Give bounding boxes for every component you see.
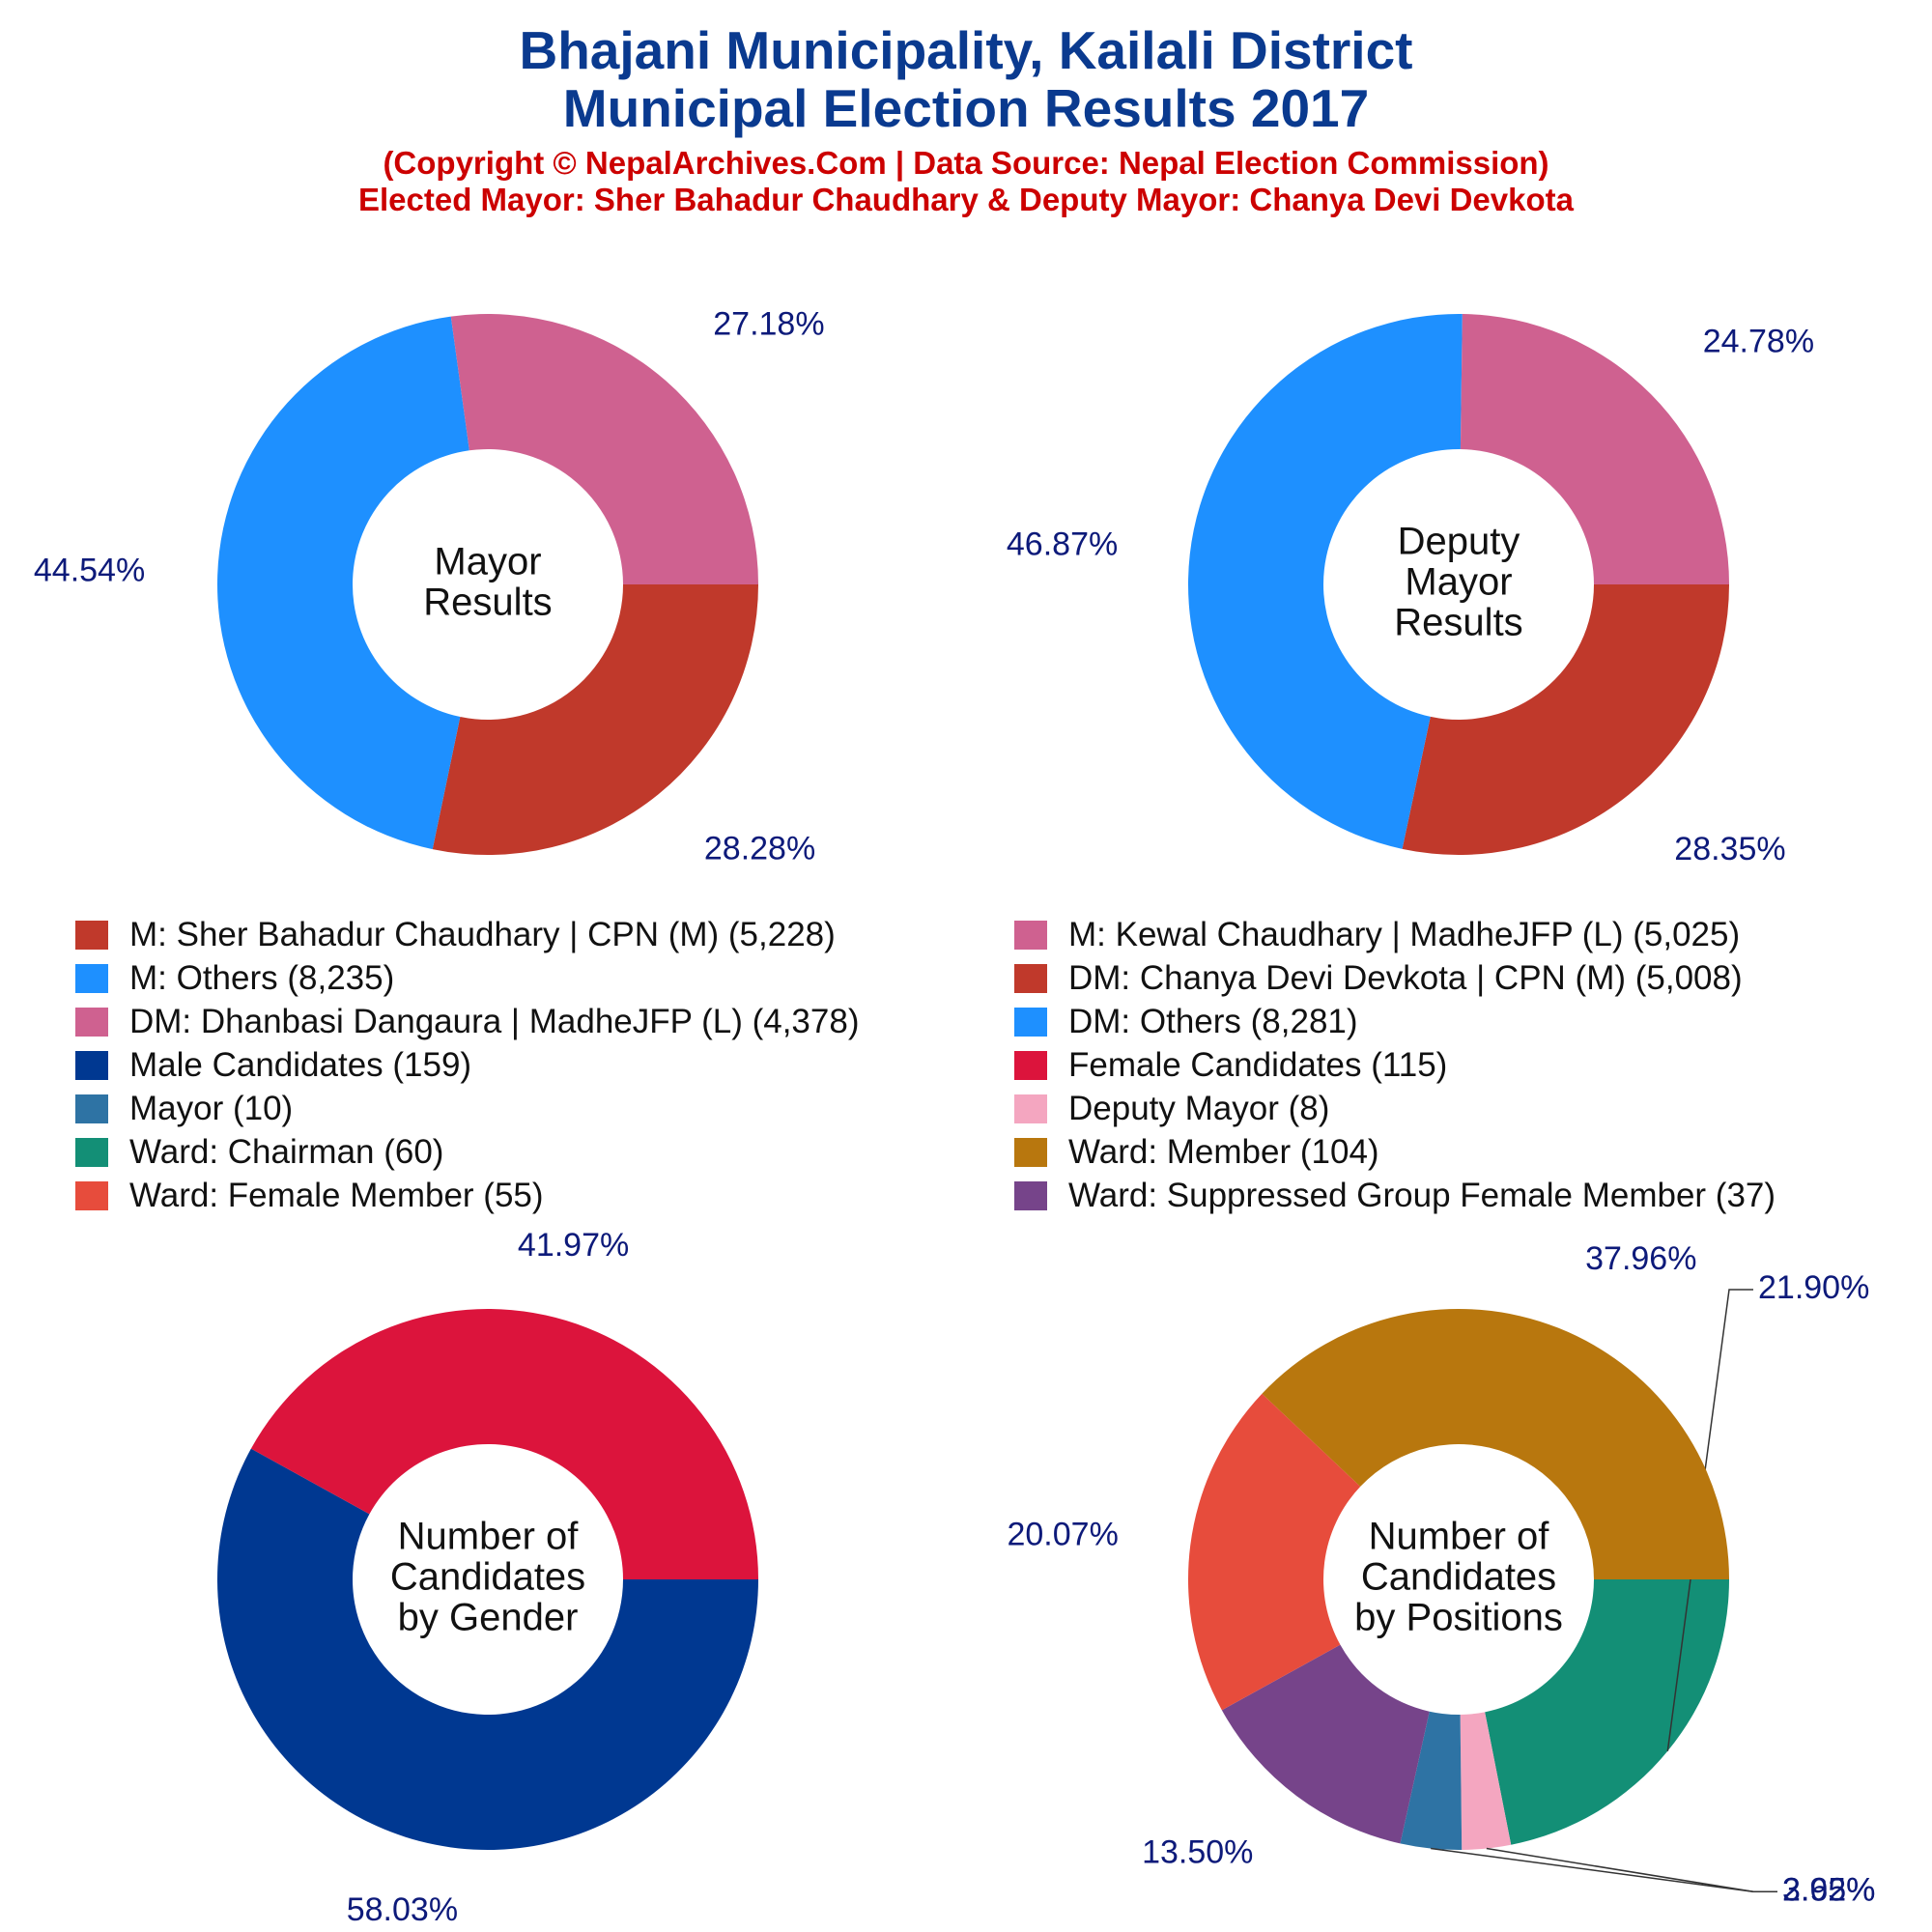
donut-center-label: Mayor <box>434 541 541 583</box>
legend-swatch <box>1014 1051 1047 1080</box>
legend-label: DM: Dhanbasi Dangaura | MadheJFP (L) (4,… <box>129 1003 860 1040</box>
legend-label: Female Candidates (115) <box>1068 1046 1448 1084</box>
donut-center-label: by Gender <box>398 1597 579 1639</box>
legend-swatch <box>1014 921 1047 950</box>
legend-label: Ward: Female Member (55) <box>129 1177 544 1214</box>
legend-label: Mayor (10) <box>129 1090 294 1127</box>
donut-slice <box>1400 1711 1463 1850</box>
donut-center-label: Mayor <box>1405 561 1512 604</box>
legend-label: M: Others (8,235) <box>129 959 395 997</box>
slice-percent-label: 27.18% <box>713 305 824 342</box>
legend-label: Ward: Member (104) <box>1068 1133 1379 1171</box>
legend-item: Male Candidates (159) <box>75 1046 471 1085</box>
legend-label: Ward: Chairman (60) <box>129 1133 444 1171</box>
leader-line <box>1431 1847 1777 1893</box>
legend-item: Ward: Suppressed Group Female Member (37… <box>1014 1177 1776 1215</box>
legend-item: Ward: Female Member (55) <box>75 1177 544 1215</box>
positions-donut: 21.90% 2.92%3.65% 13.50% 20.07% 37.96% Number… <box>1007 1240 1875 1908</box>
legend-swatch <box>1014 1094 1047 1123</box>
legend-item: DM: Others (8,281) <box>1014 1003 1358 1041</box>
donut-center-label: Number of <box>1369 1516 1550 1558</box>
legend-swatch <box>75 921 108 950</box>
legend-swatch <box>75 1051 108 1080</box>
legend-label: Ward: Suppressed Group Female Member (37… <box>1068 1177 1776 1214</box>
donut-slice <box>1402 584 1729 855</box>
subtitle-line-1: (Copyright © NepalArchives.Com | Data So… <box>383 145 1549 181</box>
legend-swatch <box>1014 1008 1047 1037</box>
legend-label: M: Sher Bahadur Chaudhary | CPN (M) (5,2… <box>129 916 836 953</box>
donut-slice <box>432 584 758 855</box>
title-line-2: Municipal Election Results 2017 <box>562 78 1370 138</box>
legend-item: M: Sher Bahadur Chaudhary | CPN (M) (5,2… <box>75 916 836 954</box>
donut-slice <box>1485 1579 1729 1845</box>
donut-center-label: Results <box>1394 602 1522 644</box>
legend-item: Deputy Mayor (8) <box>1014 1090 1329 1128</box>
legend-item: M: Kewal Chaudhary | MadheJFP (L) (5,025… <box>1014 916 1740 954</box>
donut-center-label: by Positions <box>1354 1597 1563 1639</box>
legend-item: DM: Dhanbasi Dangaura | MadheJFP (L) (4,… <box>75 1003 859 1041</box>
donut-center-label: Number of <box>398 1516 580 1558</box>
title-line-1: Bhajani Municipality, Kailali District <box>519 20 1413 80</box>
legend-item: DM: Chanya Devi Devkota | CPN (M) (5,008… <box>1014 959 1743 998</box>
slice-percent-label: 41.97% <box>518 1227 629 1264</box>
leader-line <box>1666 1289 1753 1751</box>
donut-center-label: Candidates <box>1361 1556 1556 1599</box>
slice-percent-label: 37.96% <box>1585 1240 1696 1277</box>
donut-slice <box>217 1448 758 1850</box>
legend-label: Male Candidates (159) <box>129 1046 472 1084</box>
slice-percent-label: 28.35% <box>1674 831 1785 867</box>
donut-slice <box>1187 314 1463 849</box>
donut-center-label: Deputy <box>1398 521 1520 563</box>
donut-center-label: Candidates <box>390 1556 585 1599</box>
donut-slice <box>217 316 469 850</box>
slice-percent-label: 44.54% <box>34 553 145 589</box>
legend-item: Ward: Member (104) <box>1014 1133 1379 1172</box>
legend-item: Female Candidates (115) <box>1014 1046 1447 1085</box>
legend-item: Mayor (10) <box>75 1090 293 1128</box>
legend-swatch <box>1014 1138 1047 1167</box>
subtitle-line-2: Elected Mayor: Sher Bahadur Chaudhary & … <box>358 182 1574 217</box>
slice-percent-label: 3.65% <box>1782 1871 1875 1908</box>
donut-slice <box>450 314 758 584</box>
legend-label: M: Kewal Chaudhary | MadheJFP (L) (5,025… <box>1068 916 1741 953</box>
slice-percent-label: 21.90% <box>1758 1269 1869 1306</box>
legend-label: DM: Others (8,281) <box>1068 1003 1358 1040</box>
legend-swatch <box>75 1094 108 1123</box>
donut-slice <box>1460 314 1729 584</box>
legend-swatch <box>75 1138 108 1167</box>
legend-label: Deputy Mayor (8) <box>1068 1090 1330 1127</box>
legend-swatch <box>75 1181 108 1210</box>
donut-center-label: Results <box>423 582 552 624</box>
slice-percent-label: 13.50% <box>1142 1833 1253 1870</box>
slice-percent-label: 46.87% <box>1007 526 1118 562</box>
legend-swatch <box>75 1008 108 1037</box>
slice-percent-label: 20.07% <box>1007 1516 1118 1552</box>
donut-slice <box>1262 1309 1729 1579</box>
leader-line <box>1486 1847 1777 1893</box>
donut-slice <box>1460 1712 1512 1850</box>
legend-swatch <box>1014 964 1047 993</box>
donut-slice <box>1188 1393 1361 1711</box>
legend-item: M: Others (8,235) <box>75 959 394 998</box>
slice-percent-label: 28.28% <box>704 830 815 867</box>
legend-label: DM: Chanya Devi Devkota | CPN (M) (5,008… <box>1068 959 1743 997</box>
legend-swatch <box>1014 1181 1047 1210</box>
donut-slice <box>250 1309 759 1579</box>
slice-percent-label: 58.03% <box>347 1891 458 1928</box>
slice-percent-label: 2.92% <box>1782 1871 1875 1908</box>
chart-header: Bhajani Municipality, Kailali District M… <box>0 21 1932 218</box>
donut-slice <box>1221 1644 1430 1844</box>
legend-item: Ward: Chairman (60) <box>75 1133 443 1172</box>
slice-percent-label: 24.78% <box>1703 324 1814 360</box>
legend-swatch <box>75 964 108 993</box>
